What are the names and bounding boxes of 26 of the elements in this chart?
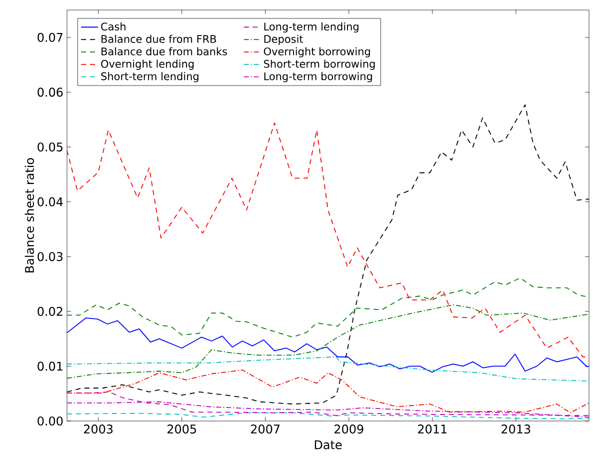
legend-label: Short-term lending: [101, 72, 198, 82]
legend-label: Balance due from FRB: [102, 34, 216, 43]
x-tick-label: 2003: [84, 424, 113, 434]
legend-label: Overnight lending: [101, 60, 194, 70]
x-tick-label: 2013: [502, 424, 530, 434]
legend-label: Cash: [101, 22, 126, 30]
y-tick-label: 0.01: [38, 362, 62, 371]
y-tick-label: 0.06: [38, 88, 63, 97]
legend-label: Short-term borrowing: [264, 60, 375, 70]
x-tick-label: 2009: [334, 424, 364, 434]
y-tick-label: 0.00: [38, 416, 63, 426]
legend-label: Long-term lending: [264, 22, 358, 33]
y-tick-label: 0.04: [38, 197, 63, 206]
y-axis-title: Balance sheet ratio: [24, 158, 34, 272]
x-axis-title: Date: [314, 440, 342, 450]
legend-label: Deposit: [264, 34, 304, 45]
legend-label: Long-term borrowing: [264, 72, 372, 82]
x-tick-label: 2005: [168, 424, 196, 434]
y-tick-label: 0.02: [38, 306, 62, 316]
y-tick-label: 0.03: [38, 252, 63, 262]
y-tick-label: 0.05: [38, 142, 62, 152]
legend-label: Overnight borrowing: [264, 47, 370, 58]
x-tick-label: 2007: [251, 424, 280, 434]
x-tick-label: 2011: [418, 424, 447, 434]
y-tick-label: 0.07: [38, 32, 62, 42]
legend-label: Balance due from banks: [102, 47, 227, 56]
